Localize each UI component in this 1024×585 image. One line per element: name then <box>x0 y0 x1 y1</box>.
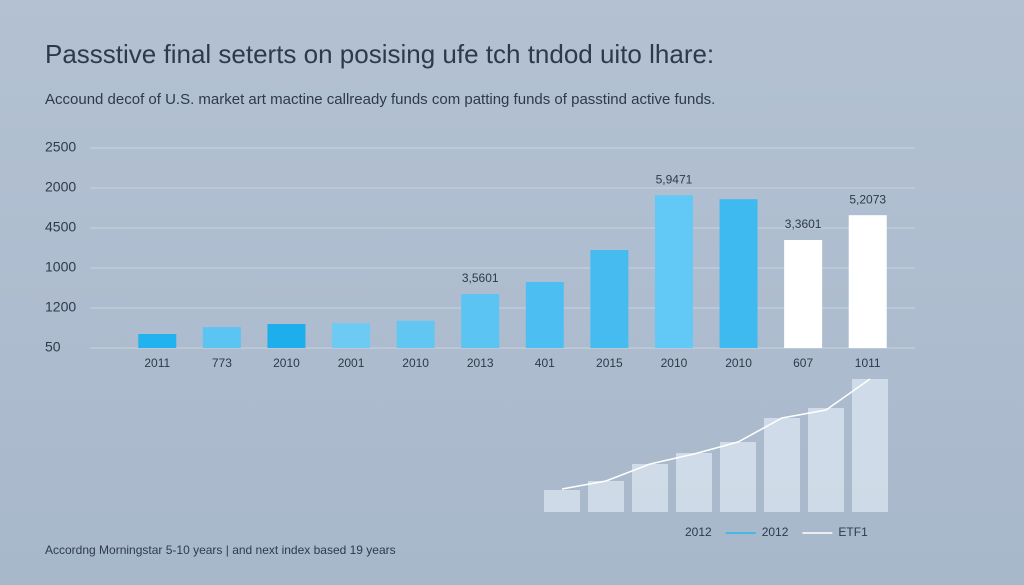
x-tick-label: 2010 <box>402 356 429 370</box>
data-label: 3,5601 <box>462 271 499 285</box>
x-tick-label: 2001 <box>338 356 365 370</box>
legend-label: ETF1 <box>838 525 868 539</box>
x-tick-label: 2011 <box>144 356 170 370</box>
bar <box>590 250 629 348</box>
inset-bar <box>808 408 844 512</box>
x-tick-label: 2013 <box>467 356 494 370</box>
inset-bar <box>588 481 624 512</box>
y-tick-label: 2000 <box>45 179 76 195</box>
bar <box>267 324 306 348</box>
bar <box>332 323 371 348</box>
bar <box>848 215 887 348</box>
y-tick-label: 4500 <box>45 219 76 235</box>
y-tick-label: 1000 <box>45 259 76 275</box>
bar <box>461 294 500 348</box>
data-label: 5,2073 <box>849 192 886 206</box>
data-label: 5,9471 <box>656 172 693 186</box>
bar <box>396 320 435 348</box>
footnote: Accordng Morningstar 5-10 years | and ne… <box>45 543 396 557</box>
x-tick-label: 2010 <box>273 356 300 370</box>
x-tick-label: 2010 <box>661 356 688 370</box>
x-tick-label: 607 <box>793 356 813 370</box>
inset-bar <box>852 379 888 512</box>
y-tick-label: 1200 <box>45 299 76 315</box>
legend-label: 2012 <box>685 525 712 539</box>
chart-title: Passstive final seterts on posising ufe … <box>45 39 714 69</box>
inset-bar <box>676 453 712 512</box>
bar <box>138 334 177 348</box>
y-tick-label: 2500 <box>45 139 76 155</box>
bar <box>202 327 241 348</box>
inset-bar <box>632 464 668 512</box>
bar <box>654 195 693 348</box>
inset-bar <box>720 442 756 512</box>
bar <box>525 282 564 348</box>
inset-bar <box>544 490 580 512</box>
y-tick-label: 50 <box>45 339 61 355</box>
x-tick-label: 1011 <box>855 356 881 370</box>
legend-label: 2012 <box>762 525 789 539</box>
bar <box>784 240 823 348</box>
data-label: 3,3601 <box>785 217 822 231</box>
x-tick-label: 401 <box>535 356 555 370</box>
subtitle: Accound decof of U.S. market art mactine… <box>45 91 715 108</box>
inset-line <box>561 378 871 490</box>
bar <box>719 199 758 348</box>
inset-bar <box>764 418 800 512</box>
x-tick-label: 773 <box>212 356 232 370</box>
x-tick-label: 2015 <box>596 356 623 370</box>
x-tick-label: 2010 <box>725 356 752 370</box>
